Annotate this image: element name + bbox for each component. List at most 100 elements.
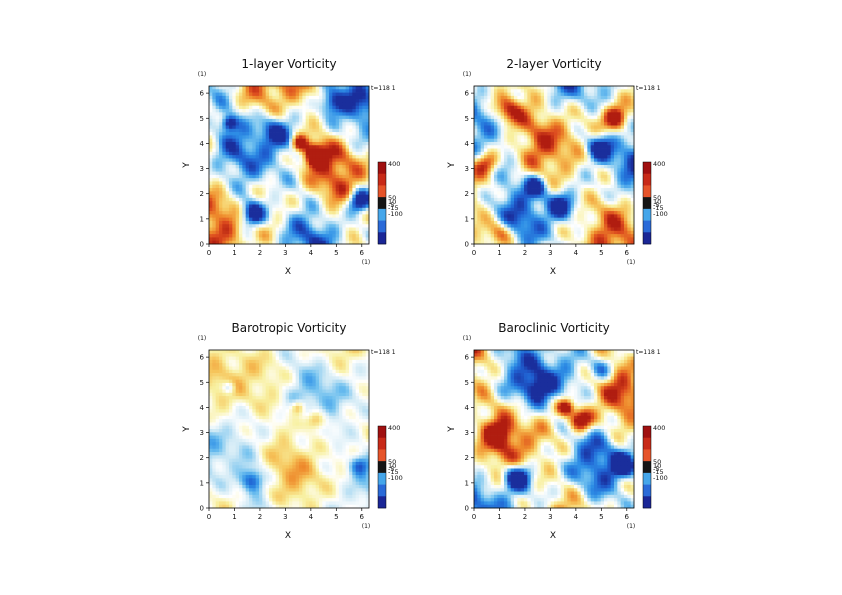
heatmap-cell (537, 240, 542, 245)
heatmap-cell (219, 122, 223, 126)
heatmap-cell (319, 112, 323, 116)
heatmap-cell (232, 230, 237, 235)
heatmap-cell (315, 132, 320, 136)
heatmap-cell (365, 240, 370, 245)
heatmap-cell (550, 174, 555, 179)
heatmap-cell (365, 184, 370, 189)
heatmap-cell (272, 174, 277, 179)
heatmap-cell (342, 155, 347, 159)
heatmap-cell (574, 207, 578, 212)
heatmap-cell (309, 102, 313, 107)
heatmap-cell (540, 194, 545, 199)
heatmap-cell (249, 102, 253, 107)
heatmap-cell (550, 86, 555, 90)
heatmap-cell (554, 125, 558, 130)
heatmap-cell (339, 155, 343, 159)
heatmap-cell (272, 230, 277, 235)
heatmap-cell (342, 115, 347, 120)
heatmap-cell (275, 350, 280, 354)
heatmap-cell (302, 191, 307, 195)
heatmap-cell (617, 99, 622, 103)
heatmap-cell (322, 350, 327, 354)
heatmap-cell (322, 240, 327, 245)
heatmap-cell (345, 92, 350, 97)
heatmap-cell (484, 230, 488, 235)
heatmap-cell (229, 165, 233, 169)
heatmap-cell (315, 234, 320, 238)
heatmap-cell (309, 161, 313, 166)
heatmap-cell (329, 356, 333, 361)
heatmap-cell (242, 135, 247, 140)
heatmap-cell (540, 128, 545, 133)
heatmap-cell (352, 89, 357, 93)
heatmap-cell (255, 366, 260, 371)
heatmap-cell (282, 112, 287, 116)
heatmap-cell (547, 204, 552, 209)
heatmap-cell (597, 237, 602, 242)
heatmap-cell (282, 194, 287, 199)
heatmap-cell (590, 217, 595, 222)
heatmap-cell (312, 89, 317, 93)
heatmap-cell (514, 135, 518, 140)
heatmap-cell (627, 240, 632, 245)
heatmap-cell (209, 197, 213, 202)
heatmap-cell (514, 201, 518, 205)
heatmap-cell (265, 161, 270, 166)
heatmap-cell (607, 204, 612, 209)
heatmap-cell (299, 115, 303, 120)
heatmap-cell (484, 224, 488, 228)
heatmap-cell (567, 141, 572, 146)
heatmap-cell (537, 197, 542, 202)
heatmap-cell (345, 217, 350, 222)
heatmap-cell (554, 102, 558, 107)
heatmap-cell (299, 158, 303, 163)
heatmap-cell (255, 234, 260, 238)
heatmap-cell (302, 151, 307, 156)
heatmap-cell (329, 359, 333, 364)
heatmap-cell (550, 135, 555, 140)
heatmap-cell (222, 240, 227, 245)
heatmap-cell (222, 227, 227, 232)
heatmap-cell (255, 125, 260, 130)
heatmap-cell (510, 234, 515, 238)
heatmap-cell (352, 141, 357, 146)
heatmap-cell (534, 118, 538, 123)
heatmap-cell (362, 112, 367, 116)
colorbar-segment (378, 197, 386, 210)
heatmap-cell (265, 181, 270, 186)
heatmap-cell (255, 168, 260, 172)
heatmap-cell (627, 227, 632, 232)
heatmap-cell (215, 350, 220, 354)
heatmap-cell (584, 155, 588, 159)
heatmap-cell (557, 217, 562, 222)
heatmap-cell (597, 224, 602, 228)
heatmap-cell (359, 201, 363, 205)
heatmap-cell (219, 237, 223, 242)
heatmap-cell (265, 128, 270, 133)
heatmap-cell (249, 181, 253, 186)
heatmap-cell (584, 220, 588, 225)
heatmap-cell (332, 99, 337, 103)
heatmap-cell (554, 92, 558, 97)
heatmap-cell (594, 105, 598, 110)
heatmap-cell (275, 109, 280, 113)
heatmap-cell (494, 92, 498, 97)
heatmap-cell (564, 214, 568, 219)
heatmap-cell (624, 115, 628, 120)
heatmap-cell (289, 158, 293, 163)
heatmap-cell (617, 240, 622, 245)
heatmap-cell (630, 155, 635, 159)
heatmap-cell (627, 138, 632, 143)
heatmap-cell (355, 230, 360, 235)
heatmap-cell (325, 217, 330, 222)
heatmap-cell (212, 220, 217, 225)
heatmap-cell (365, 128, 370, 133)
heatmap-cell (352, 135, 357, 140)
heatmap-cell (557, 125, 562, 130)
heatmap-cell (345, 122, 350, 126)
heatmap-cell (597, 109, 602, 113)
heatmap-cell (567, 122, 572, 126)
heatmap-cell (557, 230, 562, 235)
heatmap-cell (332, 122, 337, 126)
heatmap-cell (305, 240, 310, 245)
